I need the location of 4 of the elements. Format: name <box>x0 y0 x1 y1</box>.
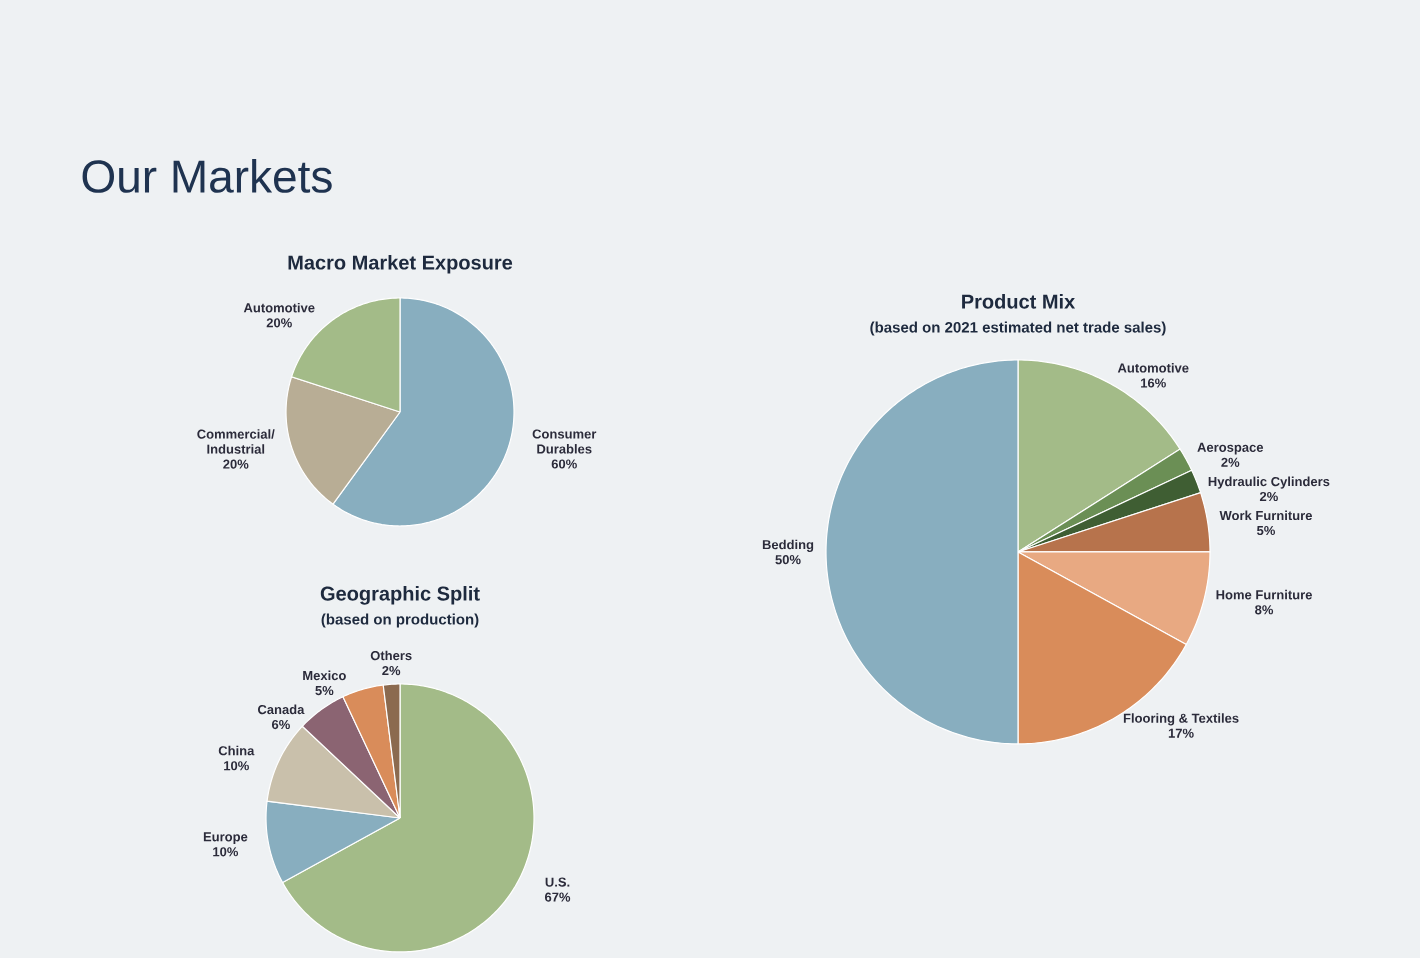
chart-title: Product Mix <box>962 293 1076 309</box>
chart-title: Geographic Split <box>320 585 480 605</box>
chart-title: Macro Market Exposure <box>288 254 513 274</box>
text: Our Markets <box>82 159 332 193</box>
